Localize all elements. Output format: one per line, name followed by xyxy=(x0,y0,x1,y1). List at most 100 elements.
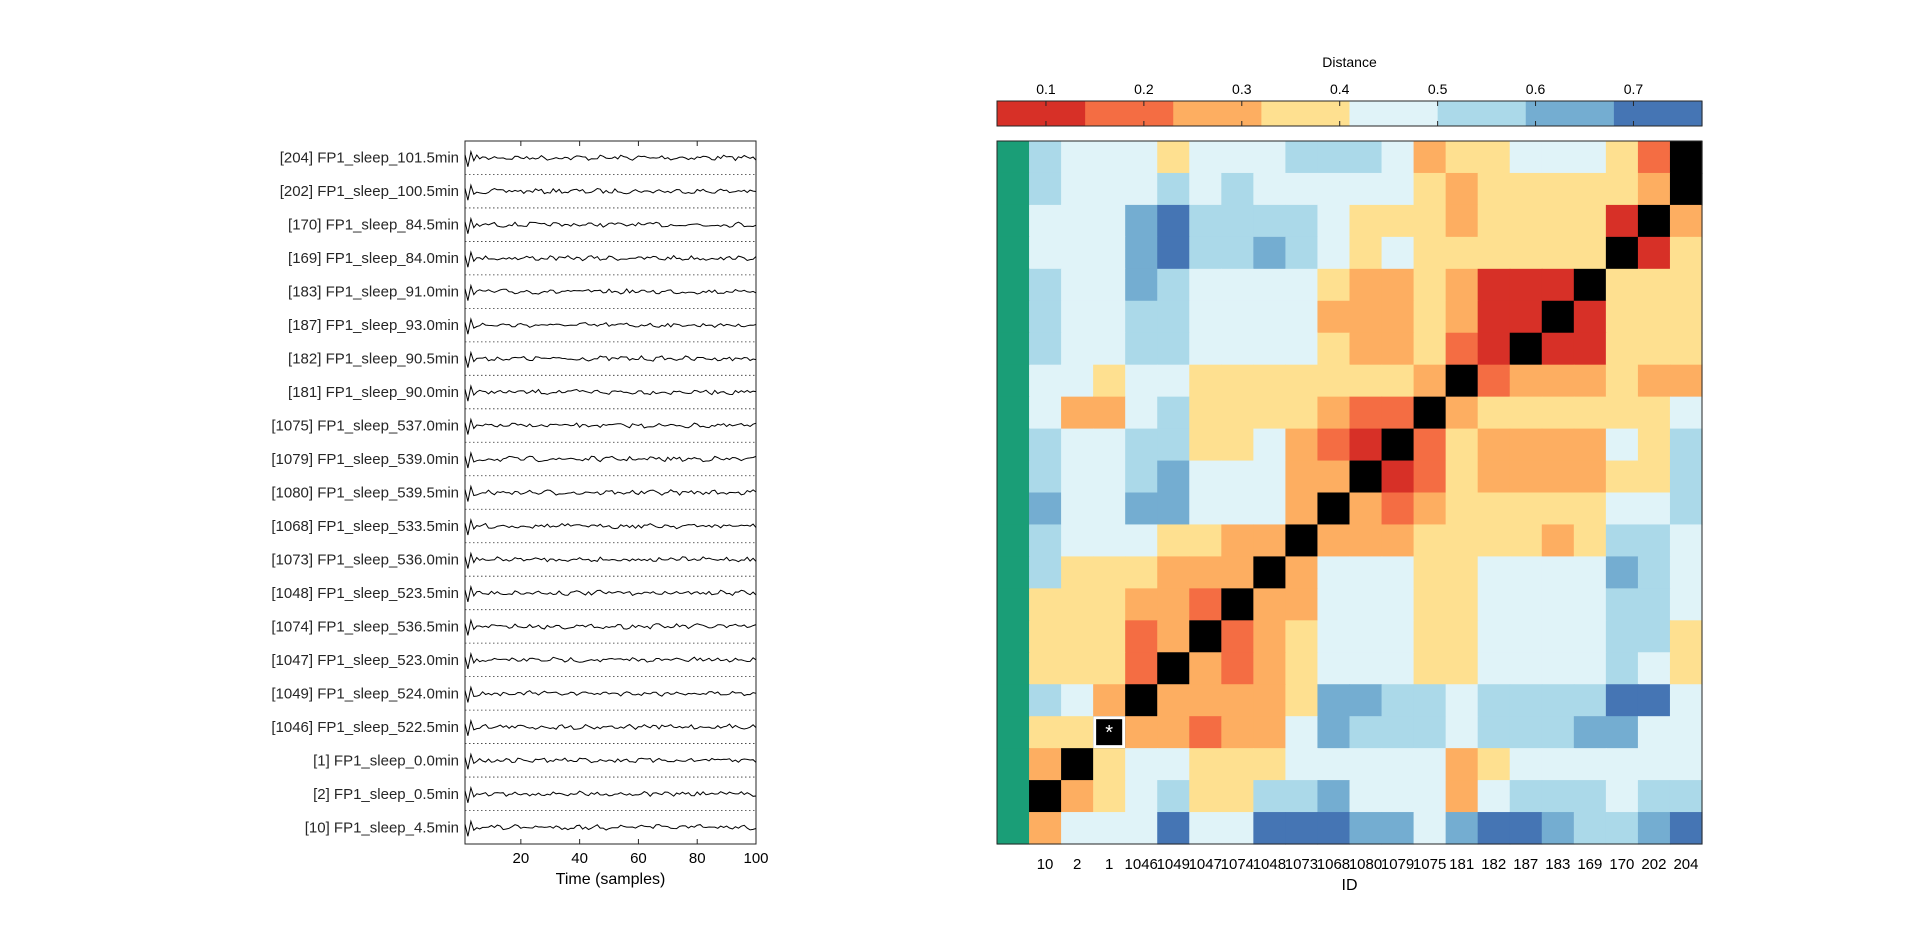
heatmap-cell xyxy=(1125,172,1158,206)
heatmap-cell xyxy=(1125,364,1158,398)
heatmap-cell xyxy=(1637,332,1671,366)
heatmap-cell xyxy=(1029,300,1062,334)
heatmap-cell xyxy=(1253,428,1287,462)
heatmap-cell xyxy=(1189,141,1222,174)
heatmap-cell xyxy=(1093,780,1126,813)
waveform-trace xyxy=(464,518,757,536)
heatmap-cell xyxy=(1477,332,1511,366)
heatmap-cell xyxy=(1669,396,1703,430)
heatmap-cell xyxy=(1029,396,1062,430)
heatmap-cell xyxy=(1477,428,1511,462)
heatmap-cell xyxy=(1381,620,1415,653)
heatmap-cell xyxy=(1253,812,1287,845)
heatmap-cell xyxy=(1029,524,1062,557)
heatmap-cell xyxy=(1125,492,1158,526)
waveform-trace xyxy=(464,149,757,167)
group-strip-cell xyxy=(997,652,1030,685)
heatmap-cell xyxy=(1221,780,1254,813)
heatmap-cell xyxy=(1349,396,1383,430)
heatmap-cell xyxy=(1221,204,1254,238)
heatmap-cell xyxy=(1221,364,1254,398)
heatmap-axes-box xyxy=(996,140,1703,845)
heatmap-cell xyxy=(1669,460,1703,494)
waveform-row-label: [1048] FP1_sleep_523.5min xyxy=(271,585,459,602)
heatmap-cell xyxy=(1509,588,1543,621)
heatmap-cell xyxy=(1445,172,1479,206)
heatmap-cell xyxy=(1541,620,1575,653)
group-strip-cell xyxy=(997,300,1030,334)
heatmap-cell xyxy=(1509,332,1543,366)
heatmap-cell xyxy=(1509,812,1543,845)
heatmap-cell xyxy=(1221,396,1254,430)
colorbar-label: Distance xyxy=(1322,54,1377,70)
heatmap-cell xyxy=(1477,300,1511,334)
heatmap-x-tick-label: 1068 xyxy=(1317,856,1350,873)
waveform-trace xyxy=(464,451,757,469)
heatmap-cell xyxy=(1285,428,1319,462)
heatmap-cell xyxy=(1541,236,1575,270)
heatmap-cell xyxy=(1637,620,1671,653)
heatmap-cell xyxy=(1605,364,1639,398)
heatmap-cell xyxy=(1093,396,1126,430)
heatmap-cell xyxy=(1605,524,1639,557)
waveform-row-label: [10] FP1_sleep_4.5min xyxy=(305,819,459,836)
heatmap-cell xyxy=(1573,748,1607,781)
waveform-row-label: [1] FP1_sleep_0.0min xyxy=(313,752,459,769)
heatmap-cell xyxy=(1093,652,1126,685)
heatmap-x-tick-label: 1046 xyxy=(1125,856,1158,873)
colorbar-tick-label: 0.5 xyxy=(1428,81,1448,97)
heatmap-cell xyxy=(1605,652,1639,685)
heatmap-cell xyxy=(1509,428,1543,462)
heatmap-cell xyxy=(1285,652,1319,685)
waveform-row-label: [1046] FP1_sleep_522.5min xyxy=(271,719,459,736)
heatmap-cell xyxy=(1381,172,1415,206)
heatmap-cell xyxy=(1253,588,1287,621)
heatmap-cell xyxy=(1189,460,1222,494)
heatmap-cell xyxy=(1061,684,1094,717)
group-strip-cell xyxy=(997,588,1030,621)
heatmap-cell xyxy=(1413,428,1447,462)
heatmap-cell xyxy=(1157,141,1190,174)
heatmap-cell xyxy=(1477,556,1511,589)
heatmap-cell xyxy=(1125,556,1158,589)
heatmap-cell xyxy=(1605,300,1639,334)
heatmap-cell xyxy=(1605,428,1639,462)
heatmap-cell xyxy=(1349,588,1383,621)
waveform-trace xyxy=(464,718,757,736)
x-axis-label: Time (samples) xyxy=(556,871,666,888)
heatmap-cell xyxy=(1253,652,1287,685)
heatmap-cell xyxy=(1093,460,1126,494)
heatmap-cell xyxy=(1317,684,1351,717)
heatmap-cell xyxy=(1285,524,1319,557)
waveform-trace xyxy=(464,417,757,435)
heatmap-cell xyxy=(1573,812,1607,845)
heatmap-cell xyxy=(1637,396,1671,430)
heatmap-cell xyxy=(1061,204,1094,238)
heatmap-cell xyxy=(1445,588,1479,621)
heatmap-cell xyxy=(1317,141,1351,174)
colorbar-bin xyxy=(1349,101,1439,126)
heatmap-cell xyxy=(1637,268,1671,302)
heatmap-cell xyxy=(1349,684,1383,717)
heatmap-cell xyxy=(1669,268,1703,302)
heatmap-x-tick-label: 187 xyxy=(1513,856,1538,873)
heatmap-cell xyxy=(1061,492,1094,526)
heatmap-cell xyxy=(1445,620,1479,653)
heatmap-cell xyxy=(1445,556,1479,589)
waveform-trace xyxy=(464,317,757,335)
heatmap-cell xyxy=(1157,620,1190,653)
group-strip-cell xyxy=(997,172,1030,206)
group-strip-cell xyxy=(997,460,1030,494)
heatmap-cell xyxy=(1253,620,1287,653)
heatmap-cell xyxy=(1413,141,1447,174)
group-strip-cell xyxy=(997,364,1030,398)
heatmap-cell xyxy=(1349,524,1383,557)
heatmap-cell xyxy=(1093,556,1126,589)
heatmap-cell xyxy=(1605,588,1639,621)
heatmap-cell xyxy=(1221,588,1254,621)
colorbar-bin xyxy=(1173,101,1262,126)
heatmap-cell xyxy=(1157,460,1190,494)
heatmap-cell xyxy=(1637,460,1671,494)
heatmap-cell xyxy=(1445,268,1479,302)
heatmap-cell xyxy=(1093,172,1126,206)
